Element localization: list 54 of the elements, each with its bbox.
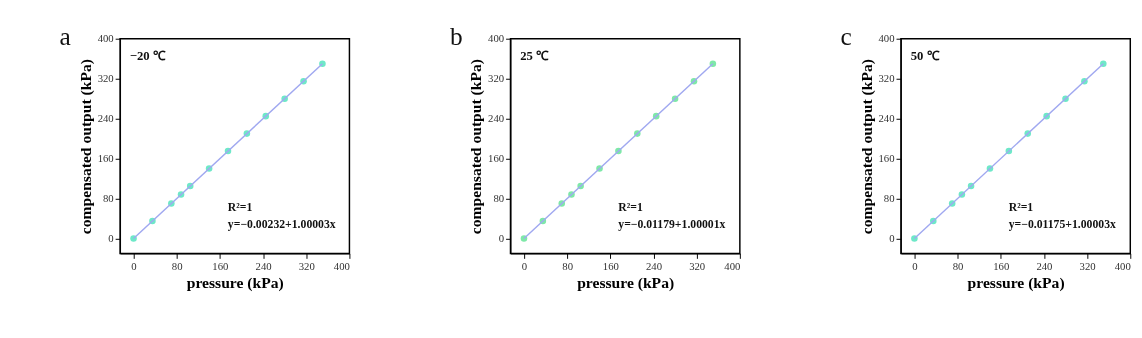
annotation: R²=1 <box>227 200 253 214</box>
y-tick-label: 320 <box>488 72 505 85</box>
y-tick-label: 400 <box>878 32 895 45</box>
x-tick-label: 320 <box>298 259 315 272</box>
x-tick-label: 160 <box>212 259 229 272</box>
annotation: 50 ℃ <box>910 49 940 64</box>
text: a <box>59 21 71 50</box>
annotation: y=−0.01175+1.00003x <box>1008 218 1116 232</box>
x-tick-label: 0 <box>521 259 528 272</box>
y-axis-title: compensated output (kPa) <box>857 58 876 235</box>
y-tick-label: 240 <box>97 112 114 125</box>
y-tick-label: 160 <box>97 152 114 164</box>
y-tick-label: 80 <box>493 191 505 204</box>
annotation: y=−0.01179+1.00001x <box>618 218 726 232</box>
y-tick-label: 320 <box>97 72 114 85</box>
y-tick-label: 0 <box>498 231 505 244</box>
y-tick-label: 240 <box>488 112 505 125</box>
x-tick-label: 320 <box>1079 259 1096 272</box>
y-tick-label: 240 <box>878 112 895 125</box>
y-tick-label: 160 <box>878 152 895 164</box>
x-tick-label: 160 <box>993 259 1010 272</box>
x-tick-label: 320 <box>689 259 706 272</box>
y-tick-label: 80 <box>883 191 895 204</box>
annotation: R²=1 <box>1008 200 1034 214</box>
y-axis-title: compensated output (kPa) <box>76 58 95 235</box>
x-tick-label: 240 <box>255 259 272 272</box>
y-tick-label: 80 <box>102 191 114 204</box>
x-tick-label: 400 <box>724 259 741 272</box>
text: b <box>449 21 463 50</box>
x-axis-title: pressure (kPa) <box>186 274 284 293</box>
y-tick-label: 400 <box>488 32 505 45</box>
y-tick-label: 0 <box>108 231 114 244</box>
x-tick-label: 160 <box>602 259 619 272</box>
x-tick-label: 0 <box>912 259 918 272</box>
x-tick-label: 240 <box>1036 259 1053 272</box>
x-tick-label: 80 <box>952 259 964 272</box>
x-axis-title: pressure (kPa) <box>577 274 675 293</box>
x-tick-label: 400 <box>333 259 350 272</box>
x-tick-label: 0 <box>131 259 137 272</box>
annotation: R²=1 <box>618 200 643 214</box>
x-tick-label: 400 <box>1114 259 1131 272</box>
annotation: y=−0.00232+1.00003x <box>227 218 336 232</box>
annotation: −20 ℃ <box>129 49 166 64</box>
y-tick-label: 400 <box>97 32 114 45</box>
y-axis-title: compensated output (kPa) <box>467 58 486 235</box>
x-tick-label: 240 <box>645 259 663 272</box>
x-tick-label: 80 <box>562 259 573 272</box>
y-tick-label: 160 <box>488 152 505 164</box>
y-tick-label: 320 <box>878 72 895 85</box>
x-axis-title: pressure (kPa) <box>967 274 1065 293</box>
y-tick-label: 0 <box>889 231 895 244</box>
text: c <box>840 21 852 50</box>
annotation: 25 ℃ <box>520 49 550 64</box>
x-tick-label: 80 <box>171 259 183 272</box>
